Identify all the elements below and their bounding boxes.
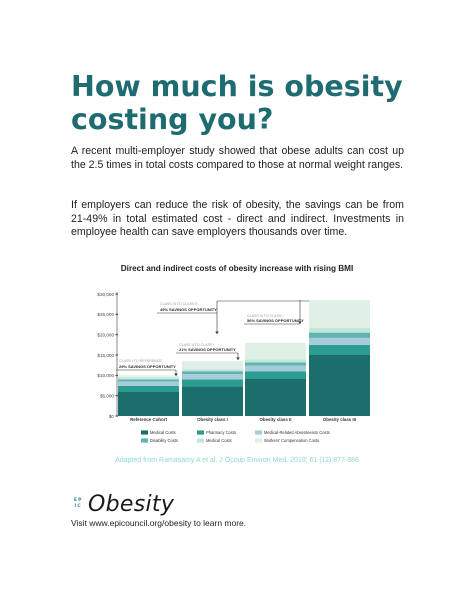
brand-wordmark: Obesity (88, 492, 175, 517)
y-tick-label: $20,000 (97, 332, 114, 337)
bar-segment (309, 337, 370, 345)
y-tick-label: $30,000 (97, 292, 114, 297)
bar-segment (245, 371, 306, 379)
bar-segment (309, 327, 370, 333)
bar-segment (118, 392, 179, 416)
intro-paragraph: A recent multi-employer study showed tha… (71, 145, 404, 171)
bar-segment (245, 365, 306, 372)
bar-segment (118, 379, 179, 382)
bar-segment (245, 378, 306, 416)
savings-sublabel: CLASS III TO CLASS II (160, 302, 197, 306)
y-tick-dot (116, 354, 118, 356)
legend-swatch (141, 430, 148, 435)
bar-segment (182, 369, 243, 372)
page-title: How much is obesity costing you? (71, 70, 403, 136)
y-tick-label: $25,000 (97, 312, 114, 317)
savings-arrow-head (215, 331, 219, 334)
bar-segment (182, 379, 243, 387)
bar-segment (309, 300, 370, 328)
y-tick-label: $15,000 (97, 353, 114, 358)
x-tick-label: Obesity class I (197, 417, 228, 422)
y-tick-label: $5,000 (100, 393, 114, 398)
savings-paragraph: If employers can reduce the risk of obes… (71, 199, 404, 239)
savings-label: 49% SAVINGS OPPORTUNITY (160, 307, 217, 312)
y-tick-label: $0 (109, 414, 115, 419)
y-tick-dot (116, 293, 118, 295)
bar-segment (309, 344, 370, 355)
legend-label: Workers' Compensation Costs (264, 438, 319, 443)
savings-sublabel: CLASS I TO REFERENCE (119, 359, 162, 363)
y-tick-dot (116, 374, 118, 377)
x-tick-label: Obesity class III (323, 417, 356, 422)
y-tick-dot (116, 394, 118, 397)
visit-line: Visit www.epicouncil.org/obesity to lear… (71, 518, 246, 528)
legend-swatch (255, 430, 262, 435)
savings-arrow-head (174, 373, 178, 376)
y-tick-dot (116, 313, 118, 316)
bar-segment (245, 362, 306, 366)
bar-segment (182, 374, 243, 380)
savings-label: 56% SAVINGS OPPORTUNITY (247, 318, 304, 323)
bar-segment (309, 332, 370, 338)
visit-prefix: Visit (71, 518, 90, 528)
bar-segment (118, 375, 179, 378)
bar-segment (182, 361, 243, 370)
y-tick-dot (116, 333, 118, 336)
bar-segment (118, 381, 179, 386)
bar-segment (182, 386, 243, 416)
savings-sublabel: CLASS II TO CLASS I (179, 343, 214, 347)
y-tick-label: $10,000 (97, 373, 114, 378)
legend-swatch (141, 438, 148, 443)
savings-sublabel: CLASS III TO CLASS I (247, 314, 283, 318)
source-citation: Adapted from Ramasamy A et al. J Occup E… (115, 457, 359, 464)
legend-label: Disability Costs (150, 438, 178, 443)
y-tick-dot (116, 415, 118, 417)
savings-arrow-head (298, 321, 302, 324)
x-tick-label: Reference Cohort (130, 417, 167, 422)
bar-segment (245, 342, 306, 360)
savings-arrow-head (236, 357, 240, 360)
bar-segment (245, 359, 306, 363)
savings-label: 29% SAVINGS OPPORTUNITY (119, 364, 176, 369)
website-link[interactable]: www.epicouncil.org/obesity (89, 518, 192, 528)
legend-label: Medical-Related Absenteeism Costs (264, 430, 330, 435)
legend-swatch (197, 438, 204, 443)
bar-segment (309, 355, 370, 416)
legend-label: Medical Costs (206, 438, 232, 443)
legend-swatch (197, 430, 204, 435)
bar-segment (118, 385, 179, 393)
bar-segment (182, 371, 243, 375)
legend-label: Pharmacy Costs (206, 430, 236, 435)
chart-title: Direct and indirect costs of obesity inc… (121, 264, 354, 273)
visit-suffix: to learn more. (191, 518, 247, 528)
legend-swatch (255, 438, 262, 443)
bar-segment (118, 377, 179, 380)
x-tick-label: Obesity class II (260, 417, 292, 422)
savings-label: 21% SAVINGS OPPORTUNITY (179, 347, 236, 352)
legend-label: Medical Costs (150, 430, 176, 435)
